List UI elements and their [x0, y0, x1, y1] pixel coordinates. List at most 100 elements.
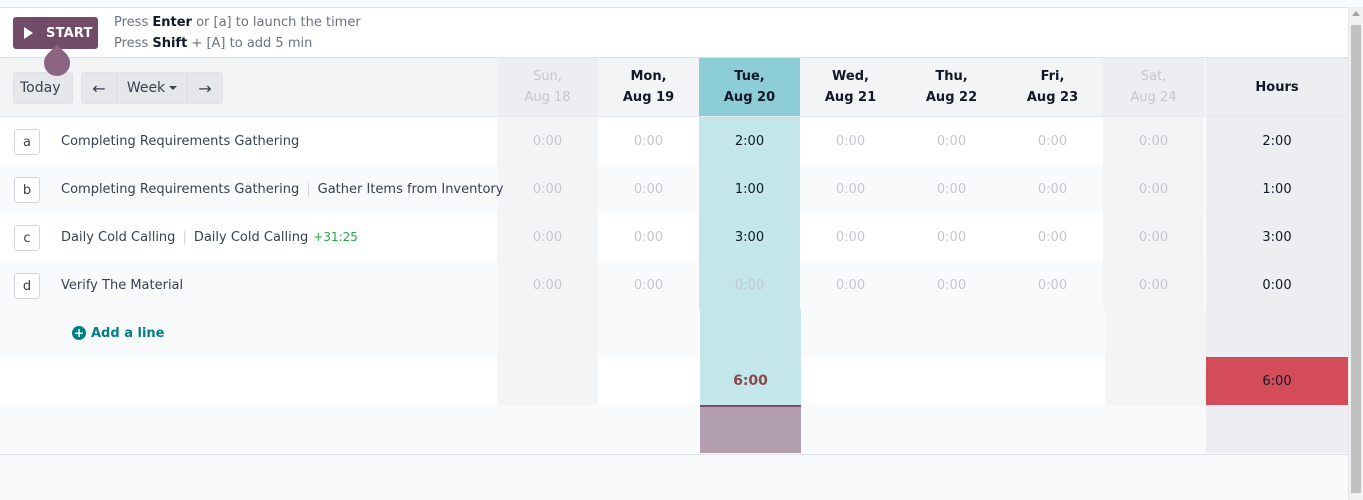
separator: | — [182, 229, 187, 245]
hour-cell[interactable]: 0:00 — [835, 229, 866, 245]
hour-cell[interactable]: 0:00 — [497, 165, 598, 213]
totals-row: 6:00 6:00 — [0, 357, 1348, 405]
today-button[interactable]: Today — [13, 72, 73, 104]
day-name: Thu, — [935, 69, 968, 84]
hour-cell[interactable]: 0:00 — [1103, 261, 1204, 309]
next-week-button[interactable]: → — [187, 72, 223, 104]
line-shortcut-key[interactable]: a — [14, 129, 40, 155]
start-label: START — [46, 25, 93, 41]
hour-cell[interactable]: 0:00 — [633, 133, 664, 149]
line-label[interactable]: Verify The Material — [61, 261, 183, 309]
start-timer-button[interactable]: START — [13, 17, 98, 49]
hour-cell[interactable]: 0:00 — [633, 181, 664, 197]
line-label[interactable]: Completing Requirements Gathering | Gather… — [61, 165, 503, 213]
line-total-cell: 2:00 — [1206, 117, 1348, 165]
day-header-3: Wed, Aug 21 — [800, 58, 901, 116]
day-header-5: Fri, Aug 23 — [1002, 58, 1103, 116]
hour-cell[interactable]: 0:00 — [936, 277, 967, 293]
hour-cell[interactable]: 1:00 — [699, 165, 800, 213]
line-label[interactable]: Daily Cold Calling | Daily Cold Calling +31… — [61, 213, 358, 261]
previous-week-button[interactable]: ← — [81, 72, 117, 104]
line-shortcut-key[interactable]: b — [14, 177, 40, 203]
hour-cell[interactable]: 0:00 — [633, 229, 664, 245]
separator: | — [306, 181, 311, 197]
day-header-0: Sun, Aug 18 — [497, 58, 598, 116]
hour-cell[interactable]: 0:00 — [936, 229, 967, 245]
day-name: Sat, — [1140, 69, 1167, 84]
hour-cell[interactable]: 0:00 — [936, 133, 967, 149]
project-name: Daily Cold Calling — [61, 229, 176, 245]
hour-cell[interactable]: 0:00 — [835, 181, 866, 197]
add-row-weekend-cell — [1105, 309, 1206, 357]
day-date: Aug 21 — [824, 90, 877, 105]
day-date: Aug 23 — [1026, 90, 1079, 105]
divider — [0, 7, 1348, 8]
hour-cell[interactable]: 0:00 — [1037, 277, 1068, 293]
line-shortcut-key[interactable]: c — [14, 225, 40, 251]
timer-bar: START Press Enter or [a] to launch the t… — [0, 8, 1348, 58]
range-dropdown[interactable]: Week — [117, 72, 187, 104]
scroll-up-arrow-icon[interactable] — [1352, 11, 1360, 16]
add-line-row: + Add a line — [0, 309, 1348, 357]
arrow-left-icon: ← — [92, 78, 106, 98]
hour-cell[interactable]: 0:00 — [835, 277, 866, 293]
line-total-cell: 0:00 — [1206, 261, 1348, 309]
scroll-thumb[interactable] — [1351, 25, 1361, 493]
hour-cell[interactable]: 0:00 — [1037, 181, 1068, 197]
total-hours-cell: 6:00 — [1206, 357, 1348, 405]
project-name: Completing Requirements Gathering — [61, 133, 300, 149]
line-shortcut-key[interactable]: d — [14, 273, 40, 299]
hour-cell[interactable]: 0:00 — [699, 261, 800, 309]
hour-cell[interactable]: 0:00 — [1037, 229, 1068, 245]
overtime-bar-row — [0, 405, 1348, 453]
day-name: Tue, — [734, 69, 765, 84]
play-icon — [24, 27, 33, 39]
hour-cell[interactable]: 0:00 — [497, 261, 598, 309]
project-name: Verify The Material — [61, 277, 184, 293]
day-name: Mon, — [630, 69, 667, 84]
project-name: Completing Requirements Gathering — [61, 181, 300, 197]
day-date: Aug 22 — [925, 90, 978, 105]
day-header-2: Tue, Aug 20 — [699, 58, 800, 116]
add-row-weekend-cell — [497, 309, 598, 357]
hour-cell[interactable]: 2:00 — [699, 117, 800, 165]
hour-cell[interactable]: 0:00 — [1103, 165, 1204, 213]
hour-cell[interactable]: 0:00 — [497, 117, 598, 165]
hour-cell[interactable]: 0:00 — [1103, 213, 1204, 261]
add-line-link[interactable]: + Add a line — [72, 325, 165, 341]
task-name: Daily Cold Calling — [193, 229, 309, 245]
timer-hint-shift: Press Shift + [A] to add 5 min — [114, 36, 313, 51]
hour-cell[interactable]: 0:00 — [633, 277, 664, 293]
timesheet-line: 0:00 0:00 0:00 0:00 0:00 0:00 0:00 0:00 d Verify … — [0, 261, 1348, 309]
timesheet-grid: Today ← Week → Sun, Aug 18 Mon, Aug 19 Tue, A… — [0, 58, 1348, 455]
hour-cell[interactable]: 0:00 — [936, 181, 967, 197]
hours-column-header: Hours — [1206, 58, 1348, 116]
hour-cell[interactable]: 3:00 — [699, 213, 800, 261]
grid-header: Today ← Week → Sun, Aug 18 Mon, Aug 19 Tue, A… — [0, 58, 1348, 117]
day-date: Aug 20 — [723, 90, 776, 105]
timesheet-line: 0:00 0:00 2:00 0:00 0:00 0:00 0:00 2:00 a Complet… — [0, 117, 1348, 165]
task-name: Gather Items from Inventory — [317, 181, 504, 197]
total-today-cell: 6:00 — [700, 357, 801, 405]
day-header-1: Mon, Aug 19 — [598, 58, 699, 116]
hour-cell[interactable]: 0:00 — [497, 213, 598, 261]
plus-circle-icon: + — [72, 326, 86, 340]
arrow-right-icon: → — [198, 78, 212, 98]
total-weekend-cell — [1105, 357, 1206, 405]
today-progress-bar — [700, 405, 801, 453]
day-header-4: Thu, Aug 22 — [901, 58, 1002, 116]
hour-cell[interactable]: 0:00 — [1103, 117, 1204, 165]
add-row-today-cell — [700, 309, 801, 357]
caret-down-icon — [169, 86, 178, 90]
day-date: Aug 18 — [524, 90, 571, 105]
day-header-6: Sat, Aug 24 — [1103, 58, 1204, 116]
add-row-hours-cell — [1206, 309, 1348, 357]
extra-time-badge: +31:25 — [313, 230, 358, 244]
timer-hint-enter: Press Enter or [a] to launch the timer — [114, 15, 361, 30]
line-total-cell: 1:00 — [1206, 165, 1348, 213]
hour-cell[interactable]: 0:00 — [835, 133, 866, 149]
hour-cell[interactable]: 0:00 — [1037, 133, 1068, 149]
vertical-scrollbar[interactable] — [1348, 7, 1363, 500]
total-weekend-cell — [497, 357, 598, 405]
line-label[interactable]: Completing Requirements Gathering — [61, 117, 299, 165]
